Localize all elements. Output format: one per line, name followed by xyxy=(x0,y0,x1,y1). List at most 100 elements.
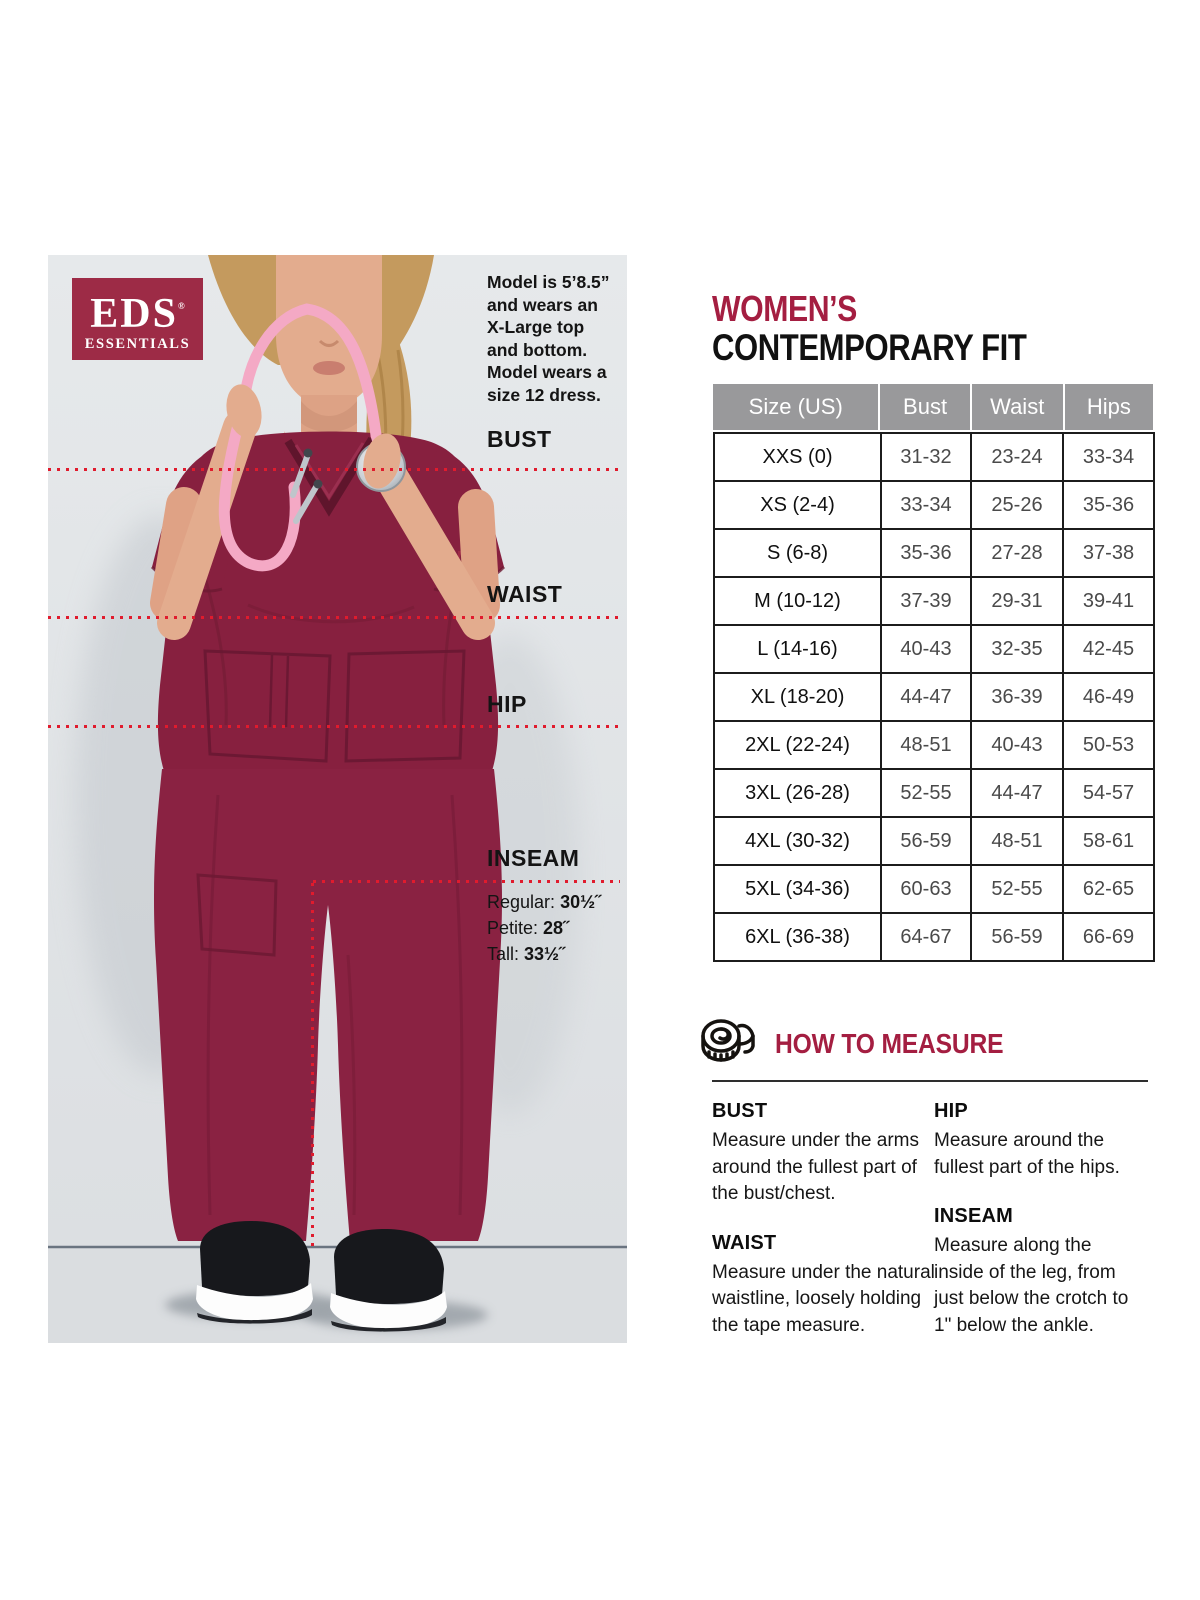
size-table: XXS (0) 31-32 23-24 33-34 XS (2-4) 33-34 25-26… xyxy=(713,432,1155,962)
bust-dotted-line xyxy=(48,468,620,471)
table-row: M (10-12) 37-39 29-31 39-41 xyxy=(713,576,1155,626)
size-cell: S (6-8) xyxy=(713,528,882,578)
table-row: 3XL (26-28) 52-55 44-47 54-57 xyxy=(713,768,1155,818)
bust-label: BUST xyxy=(487,426,552,452)
model-note-line: and bottom. xyxy=(487,339,588,360)
measurement-cell: 52-55 xyxy=(880,768,972,818)
model-note-line: size 12 dress. xyxy=(487,384,601,405)
page-title: WOMEN’S CONTEMPORARY FIT xyxy=(712,290,1086,368)
model-note-line: Model is 5’8.5” xyxy=(487,272,610,292)
measurement-cell: 31-32 xyxy=(880,432,972,482)
table-row: XXS (0) 31-32 23-24 33-34 xyxy=(713,432,1155,482)
measurement-cell: 44-47 xyxy=(880,672,972,722)
measurement-cell: 48-51 xyxy=(880,720,972,770)
measurement-cell: 58-61 xyxy=(1062,816,1155,866)
hip-label: HIP xyxy=(487,691,527,717)
measurement-cell: 35-36 xyxy=(880,528,972,578)
measurement-cell: 66-69 xyxy=(1062,912,1155,962)
measurement-cell: 64-67 xyxy=(880,912,972,962)
model-note-line: X-Large top xyxy=(487,317,585,337)
column-header-waist: Waist xyxy=(969,384,1063,430)
model-note: Model is 5’8.5” and wears an X-Large top… xyxy=(487,271,627,406)
column-header-bust: Bust xyxy=(878,384,969,430)
column-header-size: Size (US) xyxy=(748,394,843,419)
measurement-cell: 42-45 xyxy=(1062,624,1155,674)
title-womens: WOMEN’S xyxy=(712,288,857,329)
model-note-line: Model wears a xyxy=(487,362,607,382)
divider-rule xyxy=(712,1080,1148,1082)
measurement-cell: 37-38 xyxy=(1062,528,1155,578)
model-photo xyxy=(48,255,627,1343)
size-cell: 6XL (36-38) xyxy=(713,912,882,962)
size-cell: 4XL (30-32) xyxy=(713,816,882,866)
inseam-label: INSEAM xyxy=(487,845,580,871)
hip-dotted-line xyxy=(48,725,620,728)
size-cell: 3XL (26-28) xyxy=(713,768,882,818)
logo-text: EDS xyxy=(90,291,178,337)
measurement-cell: 32-35 xyxy=(970,624,1064,674)
table-row: 6XL (36-38) 64-67 56-59 66-69 xyxy=(713,912,1155,962)
size-cell: XS (2-4) xyxy=(713,480,882,530)
measurement-cell: 36-39 xyxy=(970,672,1064,722)
waist-instruction: WAIST Measure under the natural waistlin… xyxy=(712,1231,935,1336)
measurement-cell: 23-24 xyxy=(970,432,1064,482)
column-header-hips: Hips xyxy=(1062,384,1153,430)
measure-instructions-right: HIP Measure around the fullest part of t… xyxy=(934,1100,1140,1363)
table-row: S (6-8) 35-36 27-28 37-38 xyxy=(713,528,1155,578)
size-cell: L (14-16) xyxy=(713,624,882,674)
hip-instruction: HIP Measure around the fullest part of t… xyxy=(934,1100,1120,1178)
size-table-header: Size (US) Bust Waist Hips xyxy=(713,384,1153,430)
tape-measure-icon xyxy=(701,1019,755,1062)
table-row: XS (2-4) 33-34 25-26 35-36 xyxy=(713,480,1155,530)
title-contemporary-fit: CONTEMPORARY FIT xyxy=(712,327,1027,368)
measurement-cell: 50-53 xyxy=(1062,720,1155,770)
measurement-cell: 37-39 xyxy=(880,576,972,626)
size-cell: 5XL (34-36) xyxy=(713,864,882,914)
table-row: 2XL (22-24) 48-51 40-43 50-53 xyxy=(713,720,1155,770)
measurement-cell: 56-59 xyxy=(880,816,972,866)
waist-label: WAIST xyxy=(487,581,563,607)
measurement-cell: 54-57 xyxy=(1062,768,1155,818)
measurement-cell: 48-51 xyxy=(970,816,1064,866)
table-row: XL (18-20) 44-47 36-39 46-49 xyxy=(713,672,1155,722)
size-cell: 2XL (22-24) xyxy=(713,720,882,770)
size-cell: XL (18-20) xyxy=(713,672,882,722)
inseam-details: Regular: 30½˝ Petite: 28˝ Tall: 33½˝ xyxy=(487,889,601,967)
measurement-cell: 27-28 xyxy=(970,528,1064,578)
measurement-cell: 39-41 xyxy=(1062,576,1155,626)
measurement-cell: 40-43 xyxy=(880,624,972,674)
size-table-body: XXS (0) 31-32 23-24 33-34 XS (2-4) 33-34 25-26… xyxy=(713,432,1155,962)
measurement-cell: 29-31 xyxy=(970,576,1064,626)
inseam-petite: Petite: 28˝ xyxy=(487,918,570,938)
model-note-line: and wears an xyxy=(487,294,598,315)
how-to-measure-title: HOW TO MEASURE xyxy=(775,1028,1004,1059)
measurement-cell: 44-47 xyxy=(970,768,1064,818)
measurement-cell: 56-59 xyxy=(970,912,1064,962)
eds-essentials-logo: EDS® ESSENTIALS xyxy=(72,278,203,360)
model-photo-illustration xyxy=(48,255,627,1343)
inseam-instruction: INSEAM Measure along the inside of the l… xyxy=(934,1205,1129,1336)
measurement-cell: 33-34 xyxy=(1062,432,1155,482)
waist-dotted-line xyxy=(48,616,620,619)
measurement-cell: 25-26 xyxy=(970,480,1064,530)
table-row: 5XL (34-36) 60-63 52-55 62-65 xyxy=(713,864,1155,914)
inseam-tall: Tall: 33½˝ xyxy=(487,944,566,964)
logo-subtext: ESSENTIALS xyxy=(84,336,191,352)
inseam-regular: Regular: 30½˝ xyxy=(487,892,602,912)
measurement-cell: 33-34 xyxy=(880,480,972,530)
bust-instruction: BUST Measure under the arms around the f… xyxy=(712,1100,919,1204)
table-row: 4XL (30-32) 56-59 48-51 58-61 xyxy=(713,816,1155,866)
measurement-cell: 60-63 xyxy=(880,864,972,914)
table-row: L (14-16) 40-43 32-35 42-45 xyxy=(713,624,1155,674)
inseam-vertical-dotted-line xyxy=(311,883,314,1250)
measurement-cell: 52-55 xyxy=(970,864,1064,914)
measurement-cell: 40-43 xyxy=(970,720,1064,770)
registered-mark: ® xyxy=(177,301,185,311)
inseam-dotted-line xyxy=(313,880,620,883)
measure-instructions-left: BUST Measure under the arms around the f… xyxy=(712,1100,938,1363)
size-cell: M (10-12) xyxy=(713,576,882,626)
size-cell: XXS (0) xyxy=(713,432,882,482)
measurement-cell: 62-65 xyxy=(1062,864,1155,914)
measurement-cell: 46-49 xyxy=(1062,672,1155,722)
